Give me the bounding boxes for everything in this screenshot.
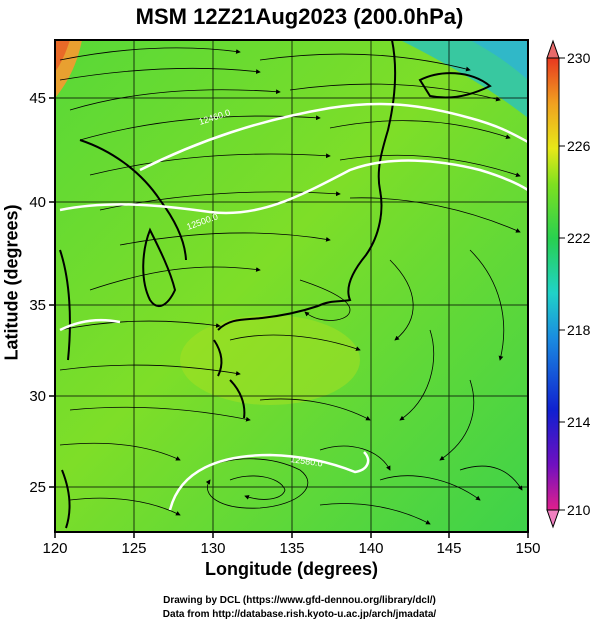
x-tick-label: 120 [42,540,67,557]
colorbar-tick-label: 230 [567,50,591,66]
credit-data: Data from http://database.rish.kyoto-u.a… [162,609,437,620]
colorbar-bottom-triangle [546,509,560,529]
coastlines [59,39,492,529]
colorbar-top-triangle [546,39,560,59]
x-tick-label: 130 [200,540,225,557]
cooler-core [470,40,528,80]
y-tick-label: 40 [29,194,46,211]
hot-core [55,40,70,72]
x-tick-label: 145 [436,540,461,557]
colorbar-tick-label: 218 [567,322,591,338]
y-tick-label: 25 [29,479,46,496]
colorbar-tick-label: 210 [567,502,591,518]
x-tick-label: 125 [121,540,146,557]
y-tick-label: 30 [29,388,46,405]
x-axis-label: Longitude (degrees) [204,559,378,579]
y-tick-label: 45 [29,90,46,107]
x-tick-label: 140 [358,540,383,557]
colorbar-ticks [559,57,565,511]
colorbar-tick-label: 214 [567,414,591,430]
credit-drawing: Drawing by DCL (https://www.gfd-dennou.o… [163,595,436,606]
map-title: MSM 12Z21Aug2023 (200.0hPa) [135,4,464,29]
height-contours [59,102,529,511]
contour-label-2: 12580.0 [290,454,324,468]
y-tick-label: 35 [29,297,46,314]
x-tick-label: 135 [279,540,304,557]
colorbar-tick-label: 226 [567,138,591,154]
y-axis-label: Latitude (degrees) [1,204,22,361]
x-tick-label: 150 [515,540,540,557]
warm-patch [180,315,360,405]
colorbar [546,57,560,511]
cool-region [400,40,528,118]
axis-ticks [49,97,529,538]
colorbar-tick-label: 222 [567,230,591,246]
